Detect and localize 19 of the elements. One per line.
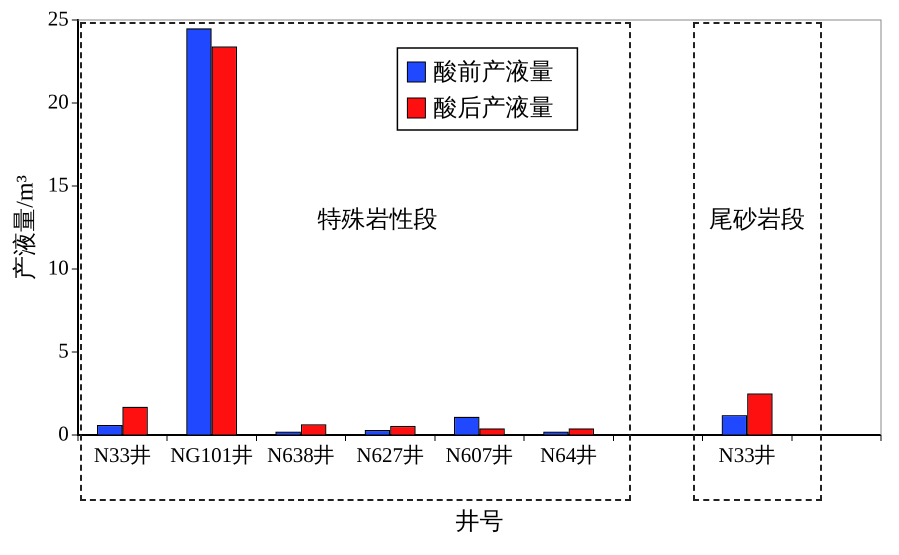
x-tick-label: N33井 — [718, 443, 776, 468]
x-tick-label: N64井 — [540, 443, 598, 468]
x-tick-label: N627井 — [356, 443, 424, 468]
annotation: 尾砂岩段 — [709, 206, 806, 236]
y-tick-label: 10 — [48, 256, 69, 280]
x-tick-label: N33井 — [94, 443, 152, 468]
x-tick-label: N607井 — [446, 443, 514, 468]
y-tick-label: 25 — [48, 6, 69, 31]
annotation: 特殊岩性段 — [318, 206, 438, 236]
legend-label: 酸后产液量 — [433, 94, 554, 122]
legend-label: 酸前产液量 — [433, 58, 554, 86]
y-tick-label: 5 — [58, 338, 69, 363]
y-tick-label: 20 — [48, 90, 69, 114]
x-tick-label: NG101井 — [170, 443, 254, 468]
x-tick-label: N638井 — [267, 443, 335, 468]
y-axis-title: 产液量/m³ — [12, 175, 39, 280]
y-tick-label: 15 — [48, 172, 69, 197]
x-axis-title: 井号 — [455, 508, 504, 535]
y-tick-label: 0 — [58, 422, 69, 446]
